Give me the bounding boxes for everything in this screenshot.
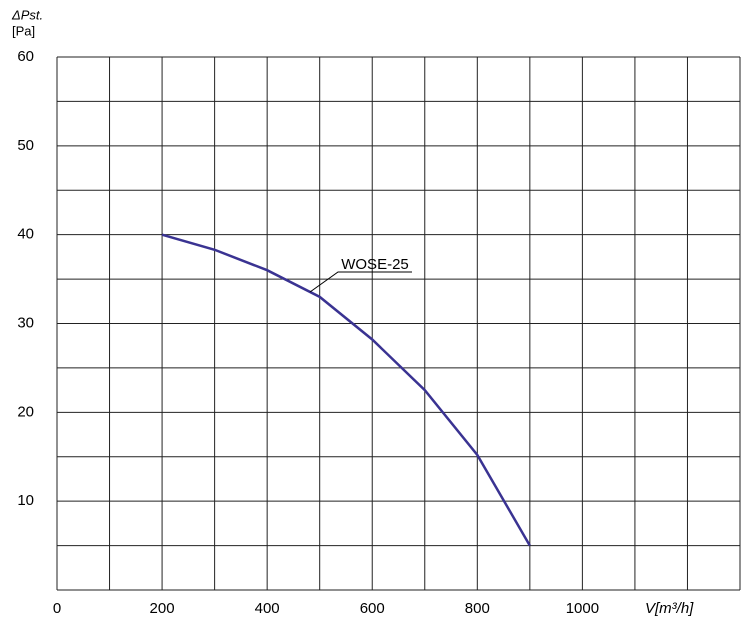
y-tick-label: 20 (17, 403, 34, 420)
x-tick-label: 400 (255, 600, 280, 617)
y-tick-label: 50 (17, 137, 34, 154)
x-tick-label: 800 (465, 600, 490, 617)
x-axis-label: V[m³/h] (645, 600, 694, 617)
x-tick-label: 0 (53, 600, 61, 617)
series-label: WOSE-25 (341, 256, 409, 273)
data-line (161, 233, 531, 547)
y-tick-label: 10 (17, 492, 34, 509)
x-tick-label: 1000 (566, 600, 599, 617)
y-axis-label: [Pa] (12, 23, 35, 38)
y-tick-label: 40 (17, 226, 34, 243)
x-tick-label: 200 (150, 600, 175, 617)
x-tick-label: 600 (360, 600, 385, 617)
y-tick-label: 60 (17, 48, 34, 65)
y-tick-label: 30 (17, 314, 34, 331)
leader-line (309, 271, 412, 293)
y-axis-label: ΔPst. (11, 7, 43, 22)
